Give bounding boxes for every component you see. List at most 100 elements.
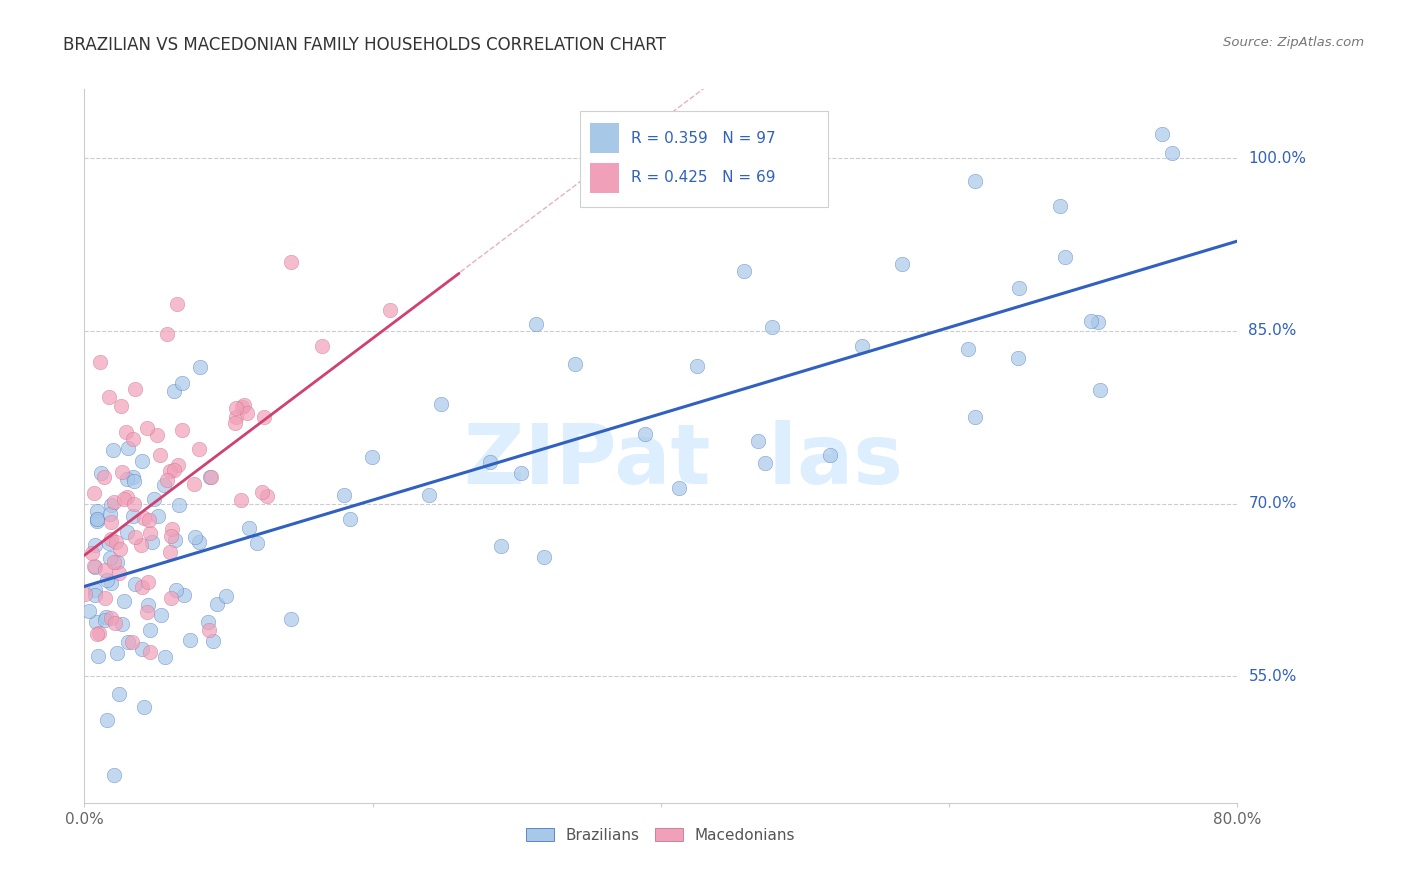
Legend: Brazilians, Macedonians: Brazilians, Macedonians: [520, 822, 801, 848]
Point: [141, 535, 163, 549]
Point: [761, 320, 783, 334]
Point: [129, 538, 152, 552]
Point: [124, 382, 146, 396]
Point: [339, 512, 361, 526]
Point: [86, 512, 108, 526]
Point: [135, 606, 157, 620]
Point: [1007, 351, 1029, 365]
Point: [232, 398, 254, 412]
Text: 70.0%: 70.0%: [1249, 496, 1296, 511]
Point: [225, 409, 247, 424]
Point: [231, 493, 253, 508]
Point: [149, 448, 172, 462]
Point: [94, 563, 117, 577]
Point: [224, 416, 246, 430]
Point: [98, 390, 121, 404]
Point: [202, 634, 225, 648]
Point: [187, 442, 209, 456]
Point: [84, 583, 107, 598]
Point: [172, 423, 194, 437]
Point: [134, 511, 156, 525]
Point: [100, 515, 122, 529]
Point: [957, 343, 980, 357]
Point: [418, 488, 440, 502]
Point: [111, 465, 134, 479]
Point: [246, 536, 269, 550]
Point: [188, 359, 211, 374]
Point: [754, 456, 776, 470]
Point: [136, 420, 159, 434]
Point: [93, 613, 115, 627]
Point: [668, 482, 690, 496]
Point: [160, 528, 183, 542]
Point: [891, 257, 914, 271]
Point: [851, 339, 873, 353]
Point: [121, 635, 143, 649]
Point: [430, 397, 453, 411]
Point: [134, 700, 156, 714]
Point: [491, 539, 513, 553]
Point: [183, 530, 205, 544]
Point: [818, 448, 841, 462]
Point: [280, 255, 302, 269]
Point: [98, 551, 121, 566]
Text: R = 0.425   N = 69: R = 0.425 N = 69: [631, 170, 775, 186]
Point: [139, 645, 162, 659]
Point: [225, 401, 247, 415]
Point: [156, 473, 179, 487]
Point: [84, 615, 107, 629]
Point: [173, 588, 195, 602]
Text: Source: ZipAtlas.com: Source: ZipAtlas.com: [1223, 36, 1364, 49]
Point: [139, 526, 162, 541]
Point: [96, 573, 118, 587]
Point: [122, 470, 145, 484]
Point: [236, 406, 259, 420]
Point: [124, 576, 146, 591]
Point: [103, 555, 125, 569]
Point: [86, 626, 108, 640]
Point: [1087, 315, 1109, 329]
Point: [564, 357, 586, 371]
Point: [509, 466, 531, 480]
Point: [153, 650, 176, 665]
Point: [73, 587, 96, 601]
Point: [179, 632, 201, 647]
Point: [90, 466, 112, 480]
Point: [152, 478, 174, 492]
Point: [148, 509, 170, 524]
Point: [83, 485, 105, 500]
Point: [149, 607, 172, 622]
Point: [253, 409, 276, 424]
Point: [100, 611, 122, 625]
Point: [1150, 127, 1173, 141]
Point: [86, 514, 108, 528]
FancyBboxPatch shape: [581, 111, 828, 207]
Point: [103, 495, 125, 509]
Point: [98, 507, 121, 521]
Point: [200, 470, 222, 484]
Point: [86, 649, 108, 664]
Point: [117, 634, 139, 648]
Text: BRAZILIAN VS MACEDONIAN FAMILY HOUSEHOLDS CORRELATION CHART: BRAZILIAN VS MACEDONIAN FAMILY HOUSEHOLD…: [63, 36, 666, 54]
Point: [93, 470, 115, 484]
Point: [163, 533, 186, 548]
Point: [115, 472, 138, 486]
Point: [162, 384, 184, 398]
Point: [124, 531, 146, 545]
Point: [256, 489, 278, 503]
Point: [170, 376, 193, 390]
Point: [1161, 145, 1184, 160]
Point: [1049, 198, 1071, 212]
Point: [122, 497, 145, 511]
Text: R = 0.359   N = 97: R = 0.359 N = 97: [631, 131, 776, 146]
Point: [163, 463, 186, 477]
Point: [94, 591, 117, 605]
Point: [479, 455, 502, 469]
Point: [117, 490, 139, 504]
Point: [686, 359, 709, 374]
Text: ZIPat  las: ZIPat las: [464, 420, 904, 500]
Point: [634, 427, 657, 442]
Point: [963, 409, 986, 424]
Text: 85.0%: 85.0%: [1249, 324, 1296, 338]
Point: [361, 450, 384, 464]
